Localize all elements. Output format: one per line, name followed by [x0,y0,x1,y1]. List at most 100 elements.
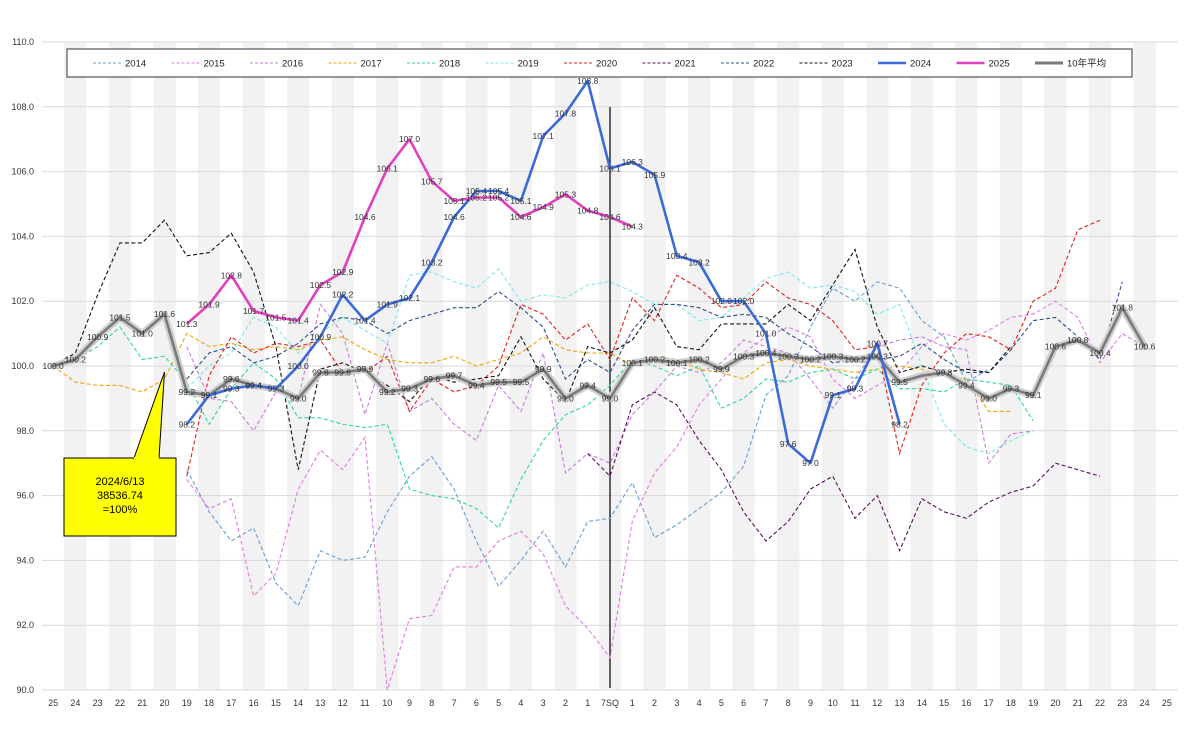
data-label: 105.2 [488,193,510,203]
x-tick-label: 19 [182,698,192,708]
legend-label: 2023 [832,59,853,70]
data-label: 99.1 [201,390,218,400]
data-label: 100.9 [310,332,332,342]
x-tick-label: 1 [585,698,590,708]
data-label: 104.6 [510,212,532,222]
data-label: 106.3 [622,157,644,167]
data-label: 99.3 [847,384,864,394]
data-label: 98.2 [891,419,908,429]
x-tick-label: 16 [961,698,971,708]
x-tick-label: 4 [697,698,702,708]
x-tick-label: 18 [1006,698,1016,708]
x-tick-label: 12 [872,698,882,708]
data-label: 99.4 [468,380,485,390]
data-label: 104.3 [622,222,644,232]
data-label: 107.0 [399,134,421,144]
data-label: 99.5 [513,377,530,387]
data-label: 105.1 [510,196,532,206]
x-tick-label: 18 [204,698,214,708]
legend-label: 2020 [596,59,617,70]
y-tick-label: 110.0 [12,37,34,47]
data-label: 99.6 [223,374,240,384]
legend-label: 2015 [204,59,225,70]
data-label: 101.6 [154,309,176,319]
x-tick-label: 25 [1162,698,1172,708]
x-tick-label: 2 [652,698,657,708]
data-label: 100.2 [688,355,710,365]
series-line-2023 [52,219,1012,470]
data-label: 101.8 [1112,303,1134,313]
data-label: 100.9 [87,332,109,342]
data-label: 99.4 [958,380,975,390]
x-tick-label: 20 [1050,698,1060,708]
data-label: 107.1 [533,131,555,141]
callout-pointer [133,371,166,459]
data-label: 99.4 [245,380,262,390]
data-label: 100.8 [1067,335,1089,345]
data-label: 99.0 [602,393,619,403]
data-label: 104.9 [533,202,555,212]
legend-label: 2019 [518,59,539,70]
x-tick-label: 24 [1140,698,1150,708]
legend-label: 2022 [753,59,774,70]
legend-label: 2014 [125,59,146,70]
series-line-2024 [185,79,901,465]
data-label: 100.1 [666,358,688,368]
x-tick-label: 17 [984,698,994,708]
data-label: 99.4 [245,380,262,390]
data-label: 100.2 [65,355,87,365]
data-label: 104.6 [599,212,621,222]
data-label: 99.6 [424,374,441,384]
data-label: 105.7 [421,176,443,186]
data-labels: 98.2 99.1 99.3 99.4 99.3 100.0 100.9 102.2 101.4… [42,76,1155,468]
data-label: 101.7 [243,306,265,316]
x-tick-label: 8 [429,698,434,708]
data-label: 105.4 [466,186,488,196]
x-tick-label: 3 [541,698,546,708]
data-label: 106.1 [377,163,399,173]
x-tick-label: 7 [763,698,768,708]
data-label: 99.5 [891,377,908,387]
x-tick-label: 22 [115,698,125,708]
x-tick-label: 20 [160,698,170,708]
data-label: 101.0 [132,329,154,339]
x-tick-label: 13 [895,698,905,708]
data-label: 99.3 [223,384,240,394]
y-tick-label: 96.0 [16,491,34,501]
data-label: 97.0 [802,458,819,468]
legend-label: 2016 [282,59,303,70]
legend-label: 2018 [439,59,460,70]
data-label: 101.0 [755,329,777,339]
y-axis: 90.0 92.0 94.0 96.0 98.0 100.0 102.0 104.0 106.0… [11,37,34,695]
x-tick-label: 5 [719,698,724,708]
data-label: 104.8 [577,205,599,215]
x-tick-label: 15 [271,698,281,708]
data-label: 100.4 [755,348,777,358]
data-label: 105.4 [488,186,510,196]
y-tick-label: 102.0 [11,296,34,306]
x-tick-label: 12 [338,698,348,708]
x-tick-label: 7SQ [601,698,619,708]
y-tick-label: 108.0 [11,102,34,112]
data-label: 106.1 [599,163,621,173]
data-label: 99.9 [357,364,374,374]
data-label: 97.6 [780,439,797,449]
data-label: 102.1 [399,293,421,303]
data-label: 101.4 [354,316,376,326]
data-label: 99.4 [579,380,596,390]
y-tick-label: 100.0 [11,361,34,371]
x-tick-label: 22 [1095,698,1105,708]
y-tick-label: 94.0 [16,555,34,565]
x-tick-label: 9 [808,698,813,708]
data-label: 99.9 [535,364,552,374]
data-label: 101.5 [265,312,287,322]
x-tick-label: 21 [137,698,147,708]
x-tick-label: 1 [630,698,635,708]
data-label: 102.5 [310,280,332,290]
annotation-callout: 2024/6/13 38536.74 =100% [63,371,177,537]
x-tick-label: 14 [917,698,927,708]
data-label: 100.3 [822,351,844,361]
data-label: 99.0 [980,393,997,403]
data-label: 102.2 [332,290,354,300]
x-tick-label: 19 [1028,698,1038,708]
